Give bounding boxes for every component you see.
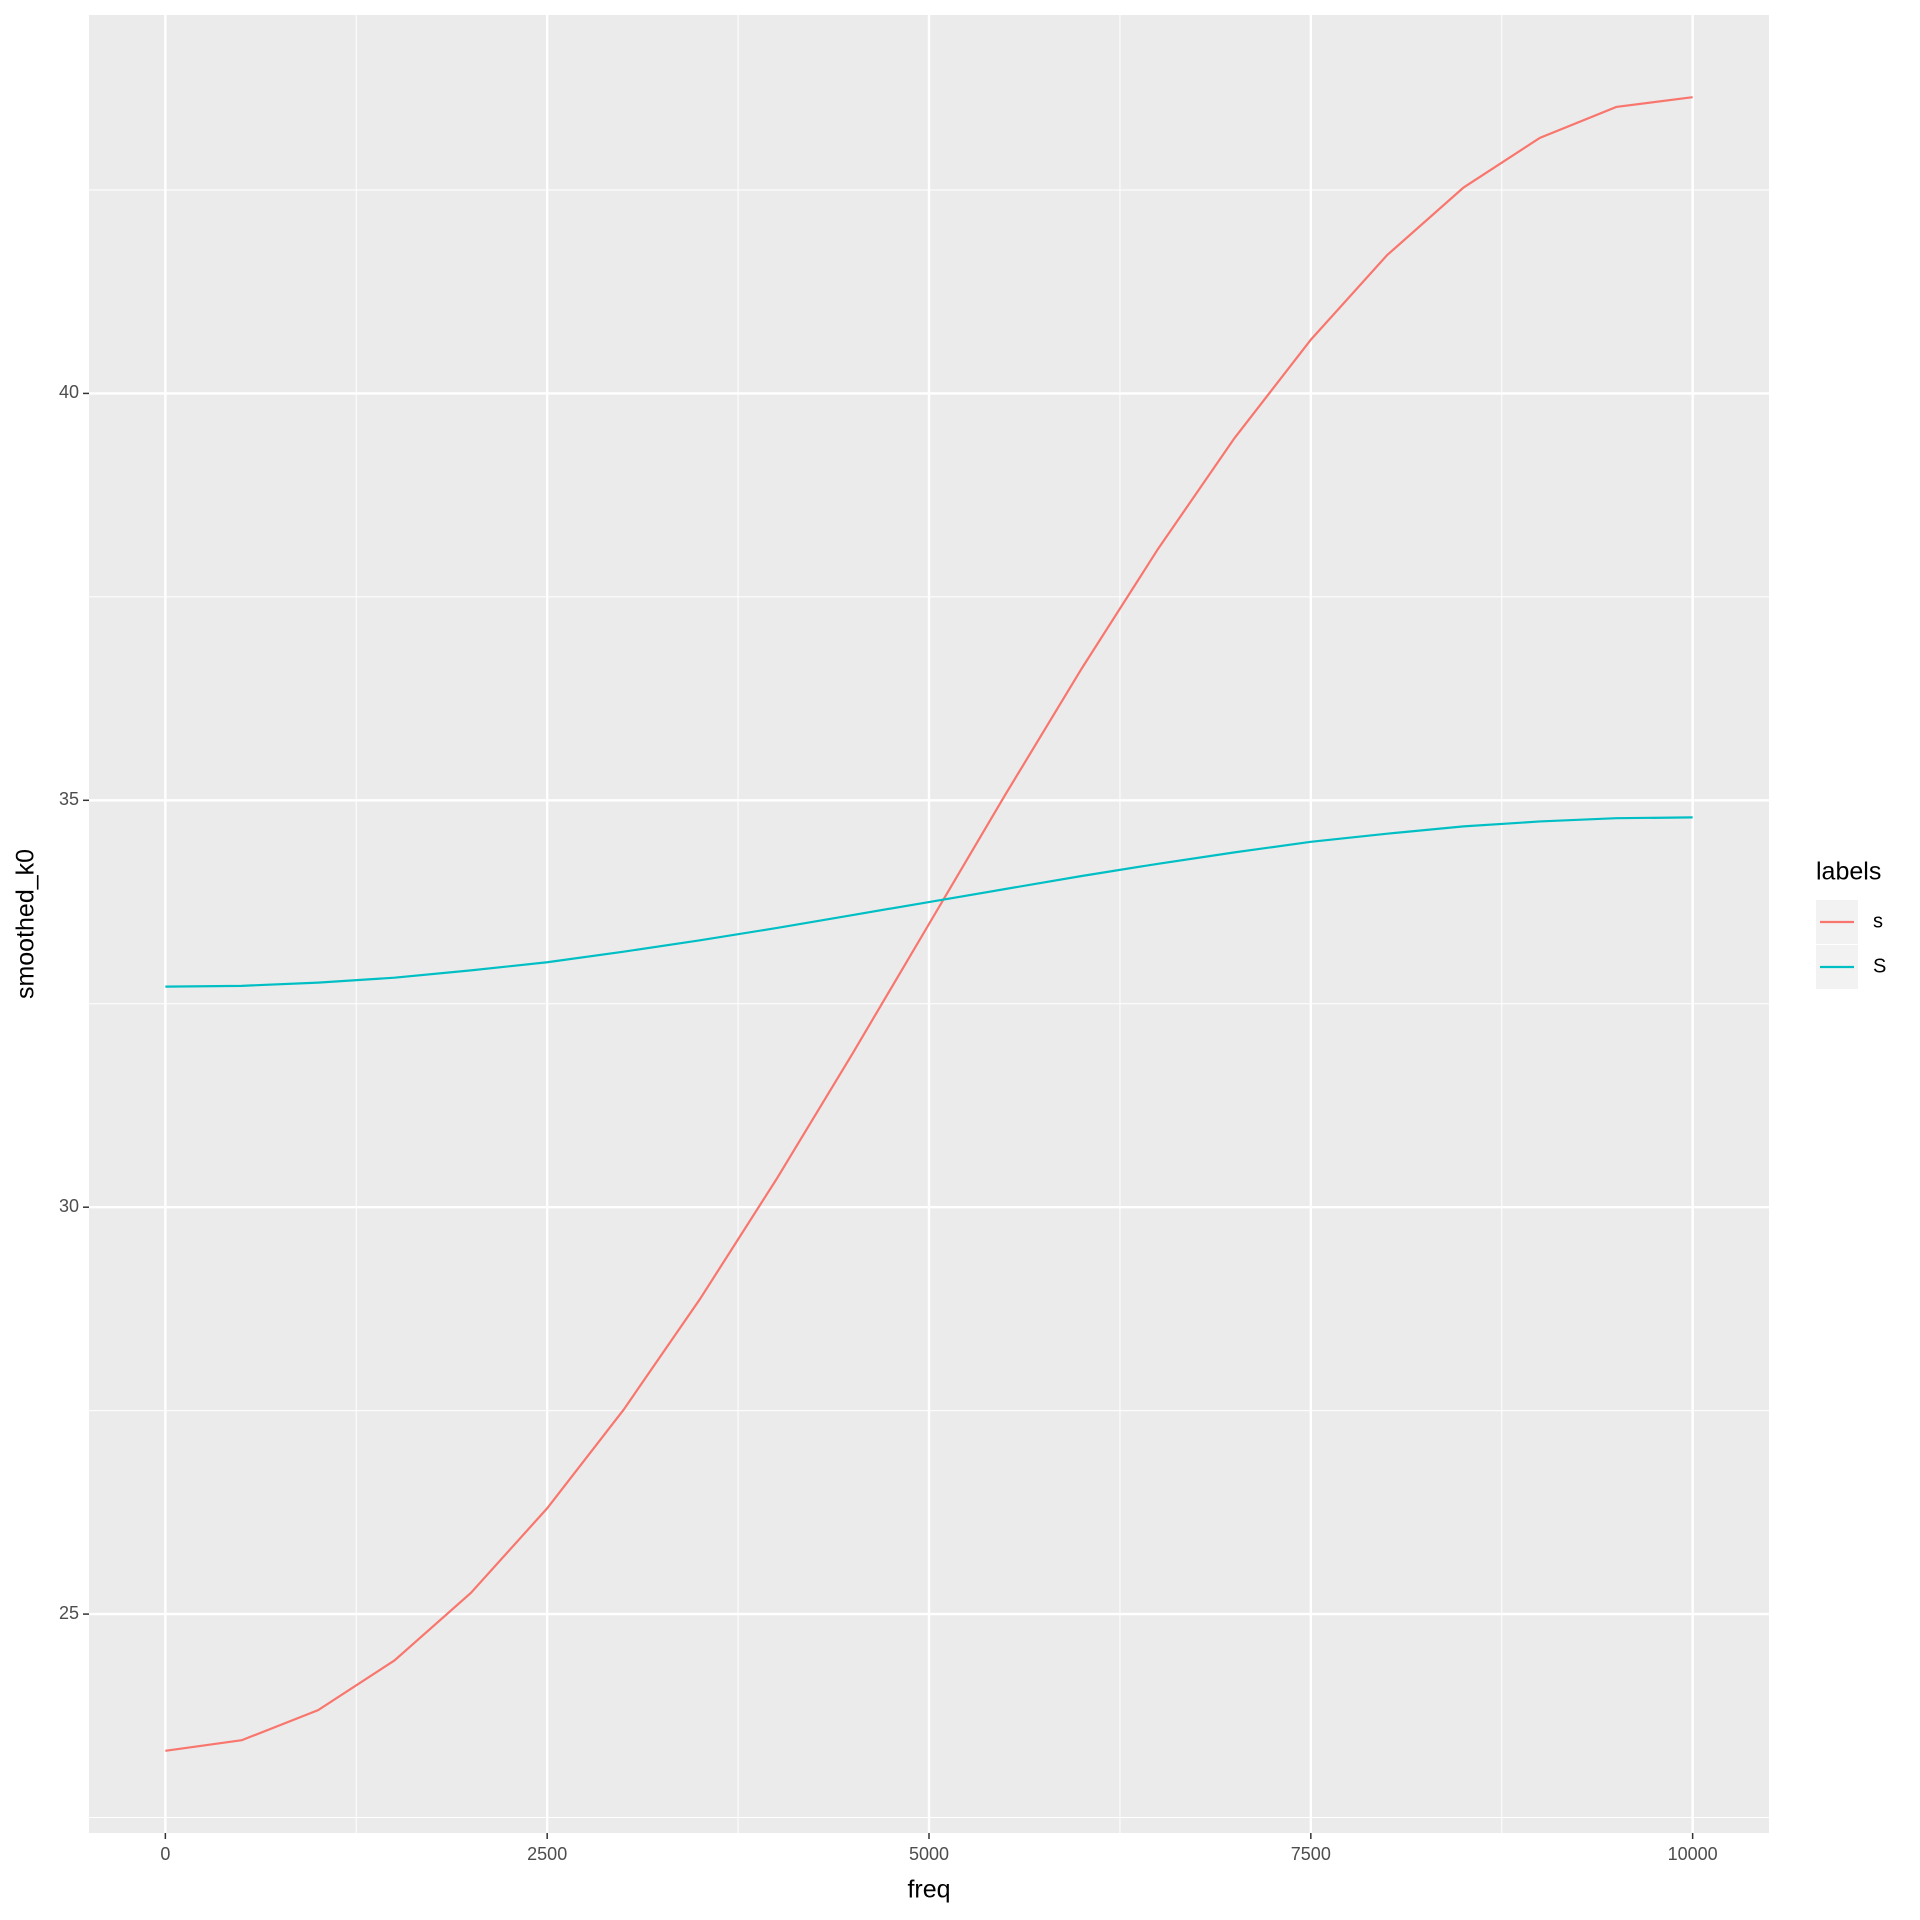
- y-tick-label: 35: [59, 789, 79, 809]
- series-line: [165, 816, 1693, 988]
- x-tick-label: 0: [160, 1844, 170, 1864]
- y-axis-title: smoothed_k0: [12, 849, 40, 999]
- x-tick-label: 7500: [1291, 1844, 1331, 1864]
- y-tick-label: 30: [59, 1196, 79, 1216]
- series-line: [165, 96, 1693, 1752]
- y-tick-label: 40: [59, 382, 79, 402]
- x-tick-label: 5000: [909, 1844, 949, 1864]
- y-tick-label: 25: [59, 1603, 79, 1623]
- x-tick-label: 10000: [1668, 1844, 1718, 1864]
- x-tick-label: 2500: [527, 1844, 567, 1864]
- legend-title: labels: [1816, 858, 1881, 886]
- legend-label: S: [1873, 955, 1886, 977]
- legend-label: s: [1873, 910, 1883, 932]
- x-axis-title: freq: [907, 1876, 950, 1904]
